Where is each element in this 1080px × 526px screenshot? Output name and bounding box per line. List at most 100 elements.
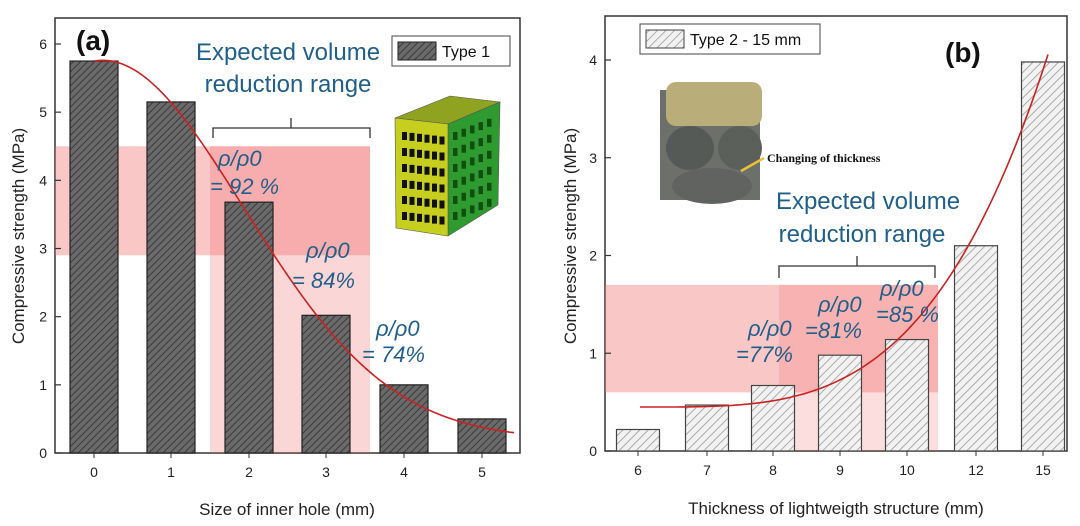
- lattice-hole: [470, 189, 475, 198]
- y-tick-label: 2: [589, 248, 597, 264]
- lattice-hole: [439, 136, 445, 145]
- lattice-hole: [417, 181, 422, 190]
- ratio-label-2-a: ρ/ρ0: [305, 238, 350, 263]
- bar: [884, 338, 930, 452]
- x-axis-ticks-a: 0 1 2 3 4 5: [90, 453, 486, 480]
- bar: [457, 418, 507, 454]
- x-tick-label: 8: [769, 462, 777, 478]
- lattice-hole: [424, 134, 430, 143]
- lattice-hole: [402, 132, 407, 140]
- lattice-hole: [402, 196, 407, 204]
- lattice-hole: [432, 135, 437, 144]
- lattice-hole: [487, 118, 492, 127]
- bar: [953, 245, 999, 452]
- x-tick-label: 2: [245, 464, 253, 480]
- lattice-hole: [417, 197, 422, 206]
- y-axis-ticks-b: 0 1 2 3 4: [589, 52, 611, 459]
- bar: [69, 60, 119, 454]
- lattice-hole: [417, 149, 422, 158]
- lattice-hole: [439, 152, 445, 161]
- lattice-hole: [439, 184, 445, 193]
- lattice-hole: [409, 148, 415, 157]
- lattice-hole: [432, 151, 437, 160]
- x-tick-label: 1: [167, 464, 175, 480]
- lattice-hole: [424, 150, 430, 159]
- bars-b: [615, 61, 1066, 452]
- lattice-hole: [470, 173, 475, 182]
- lattice-hole: [461, 208, 466, 217]
- lattice-hole: [453, 180, 458, 188]
- panel-label-a: (a): [76, 25, 110, 56]
- ratio-label-2-b: ρ/ρ0: [817, 292, 862, 317]
- trend-curve-b: [640, 54, 1049, 408]
- ratio-label-1-b: ρ/ρ0: [747, 316, 792, 341]
- annotation-line1-b: Expected volume: [776, 188, 960, 215]
- x-axis-label-b: Thickness of lightweigth structure (mm): [688, 499, 984, 518]
- bar: [750, 384, 796, 452]
- ratio-value-1-a: = 92 %: [210, 174, 279, 199]
- lattice-hole: [432, 199, 437, 208]
- y-axis-label-a: Compressive strength (MPa): [9, 128, 28, 344]
- y-axis-ticks-a: 0 1 2 3 4 5 6: [39, 36, 61, 461]
- lattice-hole: [424, 182, 430, 191]
- ratio-value-2-b: =81%: [805, 318, 862, 343]
- lattice-hole: [439, 216, 445, 225]
- lattice-hole: [478, 170, 483, 179]
- y-tick-label: 2: [39, 309, 47, 325]
- lattice-hole: [424, 214, 430, 223]
- lattice-hole: [402, 148, 407, 156]
- lattice-hole: [453, 132, 458, 140]
- ratio-value-3-b: =85 %: [876, 302, 939, 327]
- y-tick-label: 1: [39, 377, 47, 393]
- lattice-hole: [402, 180, 407, 188]
- lattice-hole: [487, 182, 492, 191]
- annotation-line2-b: reduction range: [779, 221, 946, 248]
- legend-swatch-b: [645, 29, 685, 49]
- lattice-hole: [409, 212, 415, 221]
- lattice-hole: [453, 196, 458, 204]
- annotation-line2-a: reduction range: [205, 71, 372, 98]
- x-tick-label: 6: [634, 462, 642, 478]
- bar: [146, 101, 196, 454]
- lattice-hole: [409, 132, 415, 141]
- lattice-hole: [478, 138, 483, 147]
- x-tick-label: 15: [1035, 462, 1051, 478]
- highlight-band-b: [605, 284, 938, 393]
- lattice-hole: [461, 160, 466, 169]
- lattice-hole: [432, 215, 437, 224]
- bar: [301, 314, 351, 454]
- lattice-hole: [487, 150, 492, 159]
- y-tick-label: 3: [589, 150, 597, 166]
- lattice-hole: [424, 166, 430, 175]
- x-tick-label: 12: [968, 462, 984, 478]
- lattice-hole: [461, 176, 466, 185]
- lattice-hole: [470, 141, 475, 150]
- plot-frame-a: [54, 17, 521, 454]
- y-tick-label: 4: [589, 52, 597, 68]
- lattice-hole: [402, 164, 407, 172]
- x-tick-label: 9: [836, 462, 844, 478]
- lattice-hole: [478, 122, 483, 131]
- inset-caption-b: Changing of thickness: [767, 151, 881, 165]
- lattice-hole: [432, 183, 437, 192]
- y-axis-label-b: Compressive strength (MPa): [561, 128, 580, 344]
- ratio-value-1-b: =77%: [736, 342, 793, 367]
- lattice-hole: [417, 165, 422, 174]
- lattice-hole: [417, 133, 422, 142]
- lattice-hole: [487, 166, 492, 175]
- lattice-hole: [470, 157, 475, 166]
- bar: [817, 354, 863, 452]
- lattice-hole: [478, 154, 483, 163]
- range-bracket-a: [212, 118, 371, 138]
- lattice-cube-image: [394, 95, 502, 237]
- bar: [684, 404, 730, 452]
- lattice-hole: [470, 205, 475, 214]
- legend-a: Type 1: [391, 35, 511, 67]
- x-tick-label: 5: [478, 464, 486, 480]
- bar: [224, 201, 274, 454]
- lattice-hole: [417, 213, 422, 222]
- x-axis-ticks-b: 6 7 8 9 10 12 15: [634, 451, 1051, 478]
- lattice-hole: [409, 164, 415, 173]
- panel-a: 0 1 2 3 4 5 6 0 1 2 3 4 5 (a) Size of inner hole (m…: [9, 17, 521, 519]
- x-axis-label-a: Size of inner hole (mm): [199, 500, 375, 519]
